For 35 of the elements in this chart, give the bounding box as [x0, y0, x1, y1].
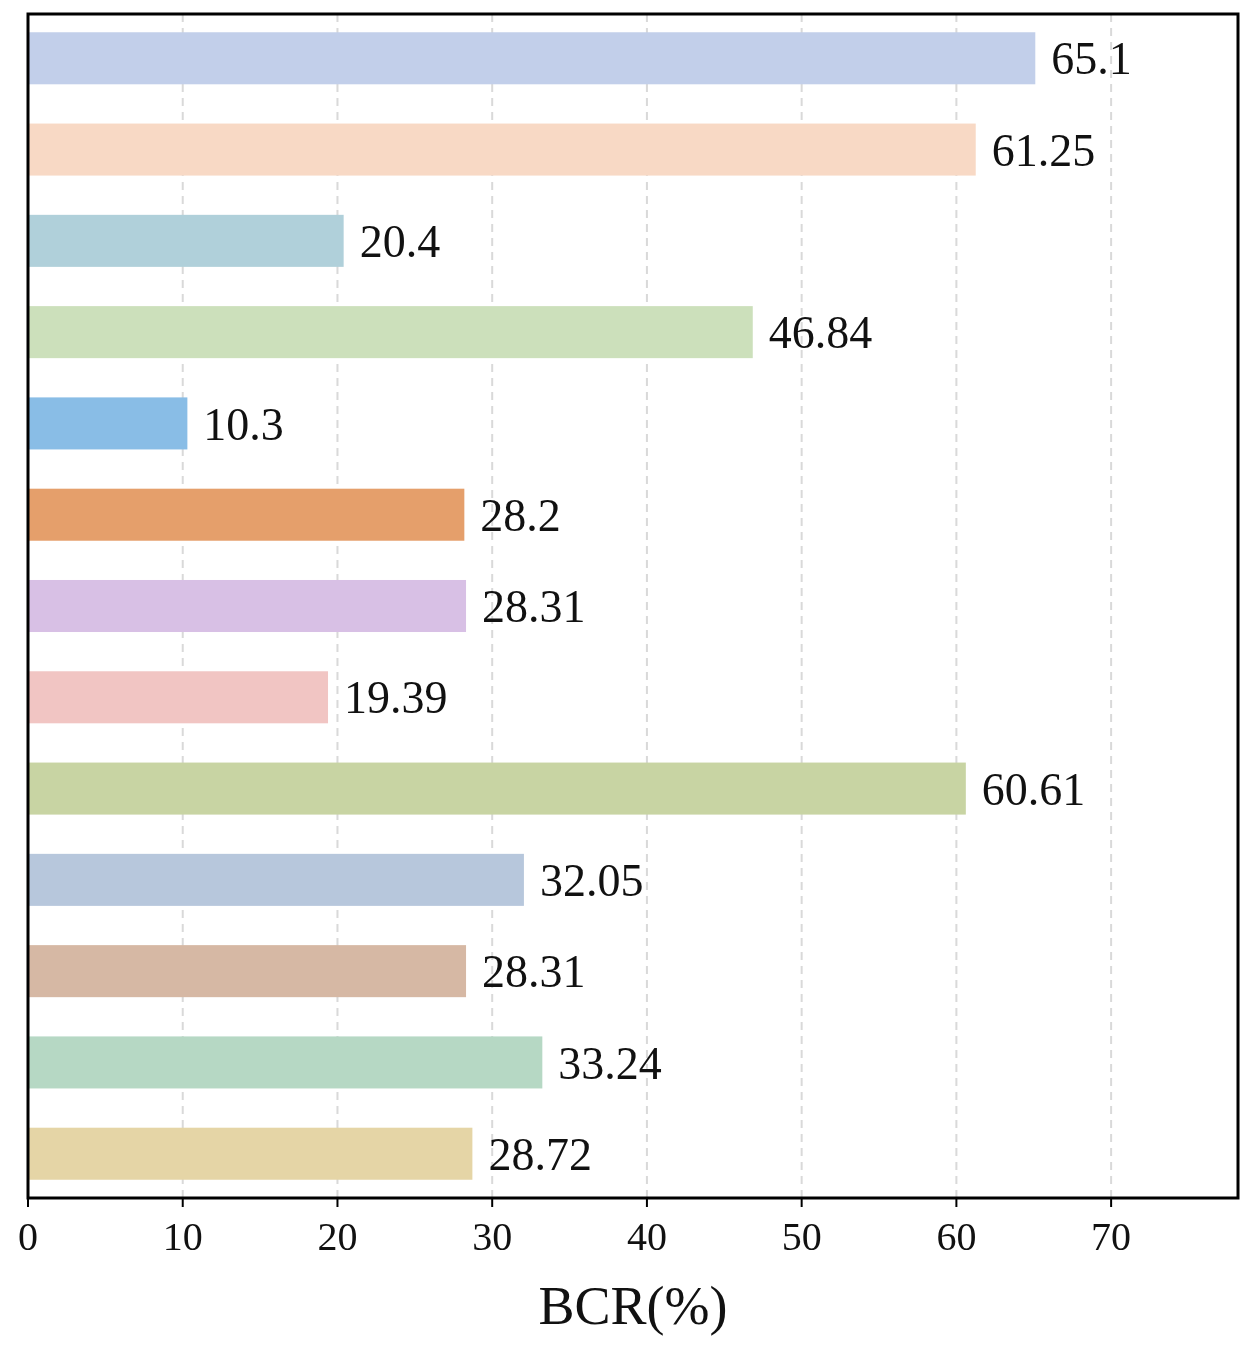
bar — [28, 579, 467, 633]
x-tick-label: 10 — [162, 1214, 203, 1259]
bar — [28, 488, 465, 541]
data-label: 10.3 — [203, 398, 284, 450]
data-label: 28.31 — [482, 946, 586, 998]
data-label: 60.61 — [981, 763, 1086, 815]
x-tick-label: 70 — [1091, 1214, 1132, 1259]
bar — [28, 1036, 543, 1089]
bar — [28, 853, 524, 906]
bar — [28, 214, 344, 267]
data-label: 20.4 — [359, 215, 441, 267]
data-label: 28.31 — [482, 581, 586, 633]
x-tick-label: 20 — [317, 1214, 358, 1259]
x-tick-label: 50 — [781, 1214, 822, 1259]
bar — [28, 945, 467, 998]
bar — [28, 32, 1036, 85]
data-label: 28.2 — [480, 489, 561, 541]
bar — [28, 123, 976, 176]
x-axis-title: BCR(%) — [538, 1276, 728, 1336]
x-tick-label: 0 — [18, 1214, 38, 1259]
bar — [28, 1127, 473, 1180]
data-label: 33.24 — [558, 1037, 662, 1089]
data-label: 32.05 — [539, 854, 644, 906]
x-tick-label: 30 — [472, 1214, 513, 1259]
bar — [28, 306, 753, 359]
bar — [28, 671, 329, 724]
x-tick-label: 40 — [626, 1214, 667, 1259]
data-label: 46.84 — [768, 307, 873, 359]
data-label: 28.72 — [488, 1128, 592, 1180]
bar — [28, 397, 188, 450]
data-label: 61.25 — [991, 124, 1096, 176]
data-label: 65.1 — [1051, 33, 1132, 85]
data-label: 19.39 — [344, 672, 448, 724]
x-tick-label: 60 — [936, 1214, 977, 1259]
bar — [28, 762, 966, 815]
